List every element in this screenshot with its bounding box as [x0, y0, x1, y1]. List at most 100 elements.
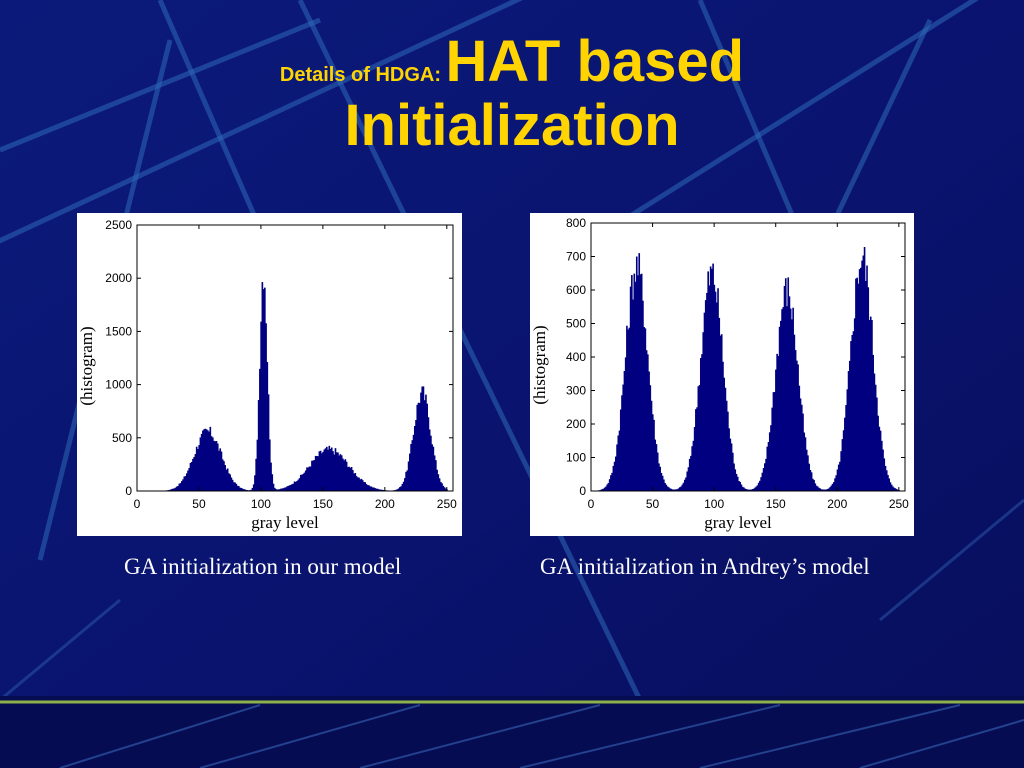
histogram-bar — [412, 434, 415, 491]
histogram-bar — [751, 489, 754, 491]
histogram-bar — [820, 489, 823, 491]
histogram-bar — [288, 485, 291, 491]
histogram-bar — [327, 449, 329, 491]
histogram-bar — [371, 487, 374, 491]
histogram-bar — [251, 487, 254, 491]
histogram-bar — [313, 459, 316, 491]
histogram-bar — [634, 281, 637, 491]
histogram-bar — [745, 489, 748, 491]
histogram-bar — [220, 451, 223, 491]
histogram-bar — [756, 485, 759, 491]
histogram-bar — [264, 287, 266, 491]
histogram-bar — [826, 488, 829, 491]
histogram-bar — [841, 439, 844, 491]
histogram-bar — [803, 432, 806, 491]
histogram-bar — [234, 482, 236, 491]
histogram-bar — [334, 448, 337, 491]
histogram-bar — [272, 483, 275, 491]
histogram-bar — [375, 488, 378, 491]
y-tick-label: 500 — [112, 431, 132, 445]
histogram-bar — [885, 470, 888, 491]
histogram-bar — [276, 489, 279, 491]
histogram-bar — [706, 292, 708, 491]
histogram-bar — [851, 334, 854, 491]
histogram-bar — [658, 463, 660, 491]
histogram-bar — [257, 400, 260, 491]
histogram-bar — [734, 469, 737, 491]
histogram-bar — [682, 482, 685, 491]
histogram-bar — [712, 263, 714, 491]
y-tick-label: 400 — [566, 350, 586, 364]
histogram-bar — [703, 312, 706, 491]
histogram-bar — [319, 450, 322, 491]
histogram-bar — [271, 474, 274, 491]
histogram-bar — [405, 471, 407, 491]
histogram-bar — [823, 489, 825, 491]
histogram-bar — [402, 481, 405, 491]
histogram-bars — [157, 282, 448, 491]
histogram-bar — [882, 449, 884, 491]
histogram-bar — [182, 479, 184, 491]
histogram-bar — [239, 487, 241, 491]
x-tick-label: 250 — [437, 497, 457, 511]
histogram-chart-our-model: 0 50 100 150 200 250 0 500 1000 1500 2000 2500 gray … — [77, 213, 462, 536]
histogram-bar — [325, 446, 328, 491]
histogram-bar — [749, 489, 751, 491]
histogram-bar — [225, 469, 228, 491]
histogram-bar — [309, 466, 312, 491]
histogram-bar — [842, 430, 845, 491]
histogram-bar — [629, 286, 632, 491]
histogram-bar — [715, 302, 718, 491]
histogram-bar — [752, 488, 755, 491]
histogram-bar — [828, 488, 830, 491]
histogram-bar — [270, 462, 272, 491]
histogram-bar — [237, 486, 240, 491]
histogram-bar — [617, 435, 620, 491]
histogram-bar — [688, 458, 691, 491]
histogram-bar — [318, 451, 321, 491]
histogram-bar — [671, 489, 674, 491]
histogram-bar — [285, 487, 287, 491]
histogram-bar — [256, 439, 259, 491]
histogram-bar — [265, 323, 267, 491]
histogram-bar — [837, 464, 840, 491]
histogram-bar — [333, 454, 336, 491]
histogram-bar — [676, 489, 679, 491]
histogram-bar — [750, 489, 753, 491]
histogram-bar — [677, 488, 680, 491]
y-tick-label: 2000 — [105, 271, 132, 285]
histogram-bar — [397, 488, 400, 491]
histogram-bar — [627, 329, 629, 491]
histogram-bar — [655, 444, 658, 491]
histogram-bar — [616, 444, 618, 491]
y-axis-label: (histogram) — [530, 325, 549, 404]
histogram-bar — [233, 482, 235, 491]
histogram-bar — [861, 260, 863, 491]
histogram-bar — [834, 478, 836, 491]
histogram-bar — [832, 482, 835, 491]
histogram-bar — [321, 453, 323, 491]
histogram-bar — [815, 485, 818, 491]
x-tick-label: 100 — [251, 497, 271, 511]
histogram-bar — [762, 468, 765, 491]
histogram-bar — [292, 483, 295, 491]
slide-subtitle: Details of HDGA: — [279, 64, 442, 86]
histogram-bar — [761, 472, 764, 491]
histogram-bar — [866, 265, 868, 491]
histogram-bar — [299, 474, 302, 491]
histogram-bar — [777, 355, 780, 491]
histogram-bar — [661, 475, 664, 491]
histogram-bar — [781, 309, 783, 491]
histogram-bar — [208, 431, 210, 491]
histogram-bar — [199, 437, 202, 491]
histogram-bar — [670, 488, 673, 491]
histogram-bar — [858, 269, 861, 491]
histogram-bar — [250, 489, 253, 491]
histogram-bar — [244, 489, 246, 491]
histogram-bar — [643, 327, 645, 491]
histogram-bar — [207, 430, 209, 491]
histogram-bar — [649, 385, 652, 491]
histogram-bar — [228, 473, 230, 491]
histogram-bar — [280, 488, 282, 491]
histogram-bar — [361, 480, 364, 491]
